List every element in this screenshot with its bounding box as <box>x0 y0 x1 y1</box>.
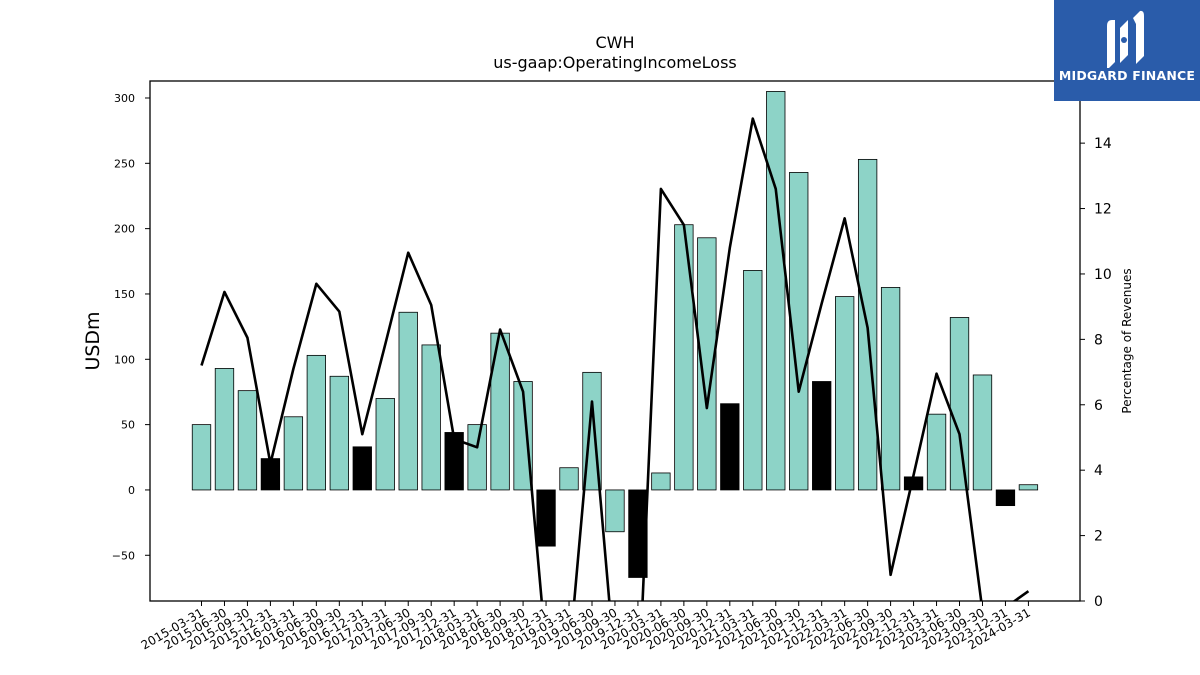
bar-2016-09-30 <box>329 375 349 491</box>
percentage-of-revenues-line <box>200 117 1030 601</box>
bar-2023-06-30 <box>949 317 970 491</box>
bar-2022-09-30 <box>880 287 901 491</box>
bar-2019-09-30 <box>605 489 625 533</box>
bar-2021-03-31 <box>743 270 763 491</box>
y2-tick-label: 0 <box>1094 594 1103 610</box>
bar-2020-09-30 <box>697 237 717 491</box>
chart-title: CWH <box>595 33 634 52</box>
y2-tick-label: 6 <box>1094 398 1103 414</box>
midgard-logo-icon <box>1107 10 1144 68</box>
bar-2015-09-30 <box>237 390 258 491</box>
logo-brand-text: MIDGARD FINANCE <box>1058 68 1196 83</box>
y2-tick-label: 10 <box>1094 267 1112 283</box>
bar-2016-06-30 <box>306 354 327 491</box>
bar-2021-12-31 <box>812 381 832 491</box>
bar-2018-09-30 <box>513 381 533 491</box>
bar-2017-09-30 <box>421 344 441 491</box>
y2-axis-label: Percentage of Revenues <box>1120 268 1134 413</box>
bar-2015-03-31 <box>191 424 212 491</box>
bar-2015-06-30 <box>214 368 235 491</box>
bar-2018-03-31 <box>467 424 487 491</box>
y-tick-label: 0 <box>128 484 135 497</box>
bar-2020-06-30 <box>674 224 694 491</box>
bar-2019-12-31 <box>628 489 648 578</box>
y-tick-label: 200 <box>114 223 135 236</box>
bar-2016-03-31 <box>283 416 304 491</box>
y-axis-right: 0 2 4 6 8 10 12 14 <box>1080 136 1112 610</box>
bar-2024-03-31 <box>1018 484 1039 491</box>
y2-tick-label: 14 <box>1094 136 1112 152</box>
bar-2017-03-31 <box>375 398 395 491</box>
y2-tick-label: 12 <box>1094 202 1112 218</box>
y-tick-label: 50 <box>121 419 135 432</box>
y-tick-label: 100 <box>114 353 135 366</box>
bar-2018-12-31 <box>536 489 556 547</box>
bar-series <box>191 91 1039 578</box>
y2-tick-label: 4 <box>1094 463 1103 479</box>
bar-2023-12-31 <box>995 489 1016 507</box>
bar-2019-03-31 <box>559 467 579 491</box>
bar-2023-03-31 <box>926 413 947 491</box>
midgard-finance-logo: MIDGARD FINANCE <box>1054 0 1200 101</box>
bar-2017-06-30 <box>398 311 418 491</box>
chart-subtitle: us-gaap:OperatingIncomeLoss <box>493 53 737 72</box>
y-tick-label: −50 <box>112 549 135 562</box>
bar-2022-03-31 <box>835 296 855 491</box>
bar-2020-03-31 <box>651 472 671 491</box>
bar-2020-12-31 <box>720 403 740 491</box>
bar-2021-09-30 <box>789 172 809 491</box>
y-tick-label: 250 <box>114 157 135 170</box>
y-axis-left: −50 0 50 100 150 200 250 300 <box>112 92 150 562</box>
y-tick-label: 150 <box>114 288 135 301</box>
bar-2021-06-30 <box>766 91 786 491</box>
bar-2023-09-30 <box>972 374 993 491</box>
y-axis-label: USDm <box>82 311 104 370</box>
line-series-layer <box>200 117 1030 601</box>
bar-2016-12-31 <box>352 446 372 491</box>
y2-tick-label: 8 <box>1094 332 1103 348</box>
x-axis: 2015-03-312015-06-302015-09-302015-12-31… <box>139 601 1033 652</box>
y-tick-label: 300 <box>114 92 135 105</box>
y2-tick-label: 2 <box>1094 529 1103 545</box>
